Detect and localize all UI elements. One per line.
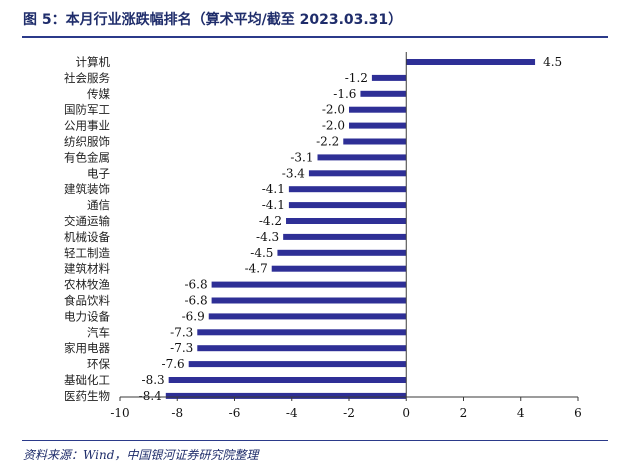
category-label: 传媒 [87,87,110,101]
x-tick-label: 2 [460,406,468,420]
category-label: 电子 [87,166,110,180]
x-tick-label: 4 [517,406,525,420]
category-label: 家用电器 [64,341,110,355]
category-label: 公用事业 [64,119,110,133]
category-label: 电力设备 [64,309,110,323]
data-label: -7.3 [170,341,193,355]
data-label: -1.2 [345,71,368,85]
category-label: 有色金属 [64,150,110,164]
category-label: 纺织服饰 [64,135,110,149]
data-label: -4.7 [245,262,268,276]
data-label: -1.6 [333,87,356,101]
data-label: -4.2 [259,214,282,228]
source-rule [22,440,608,441]
category-label: 交通运输 [64,214,110,228]
bar [197,329,407,336]
data-label: -6.9 [182,309,205,323]
x-tick-label: -6 [229,406,241,420]
category-label: 通信 [87,198,110,212]
bar [208,313,407,320]
bar [188,361,407,368]
bar [271,265,407,272]
category-label: 农林牧渔 [64,278,110,292]
bar [197,345,407,352]
x-tick-label: -8 [171,406,183,420]
bar [288,186,407,193]
category-label: 计算机 [76,55,111,69]
title-rule [22,36,608,38]
bar [343,138,407,145]
data-label: -3.4 [282,166,306,180]
data-label: -8.4 [139,389,163,403]
data-label: -6.8 [184,294,207,308]
bar [360,90,407,97]
bar [308,170,407,177]
bar [286,218,407,224]
data-label: -7.6 [162,357,185,371]
bar [371,74,407,81]
data-label: 4.5 [543,55,562,69]
category-label: 食品饮料 [64,294,110,308]
data-label: -4.5 [250,246,273,260]
category-label: 环保 [87,357,110,371]
bar [168,377,407,383]
data-label: -2.2 [316,135,339,149]
bar [317,154,407,161]
bar [165,392,407,399]
bar [211,297,407,304]
data-label: -4.3 [256,230,279,244]
data-label: -7.3 [170,325,193,339]
x-tick-label: 6 [574,406,582,420]
x-tick-label: -2 [343,406,355,420]
category-label: 医药生物 [64,389,110,403]
bar [349,106,407,113]
category-label: 建筑材料 [64,262,110,276]
category-label: 机械设备 [64,230,110,244]
data-label: -4.1 [262,182,285,196]
x-tick-label: -10 [110,406,129,420]
category-label: 国防军工 [64,103,110,117]
source-note: 资料来源：Wind，中国银河证券研究院整理 [23,448,259,462]
data-label: -2.0 [322,103,345,117]
bar [406,59,536,65]
bar [349,122,407,129]
category-label: 基础化工 [64,373,110,387]
category-label: 轻工制造 [64,246,110,260]
category-label: 建筑装饰 [64,182,110,196]
bar [277,249,407,256]
category-label: 汽车 [87,325,110,339]
category-label: 社会服务 [64,71,110,85]
chart-title: 图 5：本月行业涨跌幅排名（算术平均/截至 2023.03.31） [23,12,403,28]
x-tick-label: -4 [286,406,298,420]
data-label: -6.8 [184,278,207,292]
bar [288,202,407,209]
bar [211,281,407,288]
data-label: -3.1 [290,150,313,164]
bar [283,233,407,240]
data-label: -2.0 [322,119,345,133]
data-label: -4.1 [262,198,285,212]
x-tick-label: 0 [402,406,410,420]
data-label: -8.3 [142,373,165,387]
